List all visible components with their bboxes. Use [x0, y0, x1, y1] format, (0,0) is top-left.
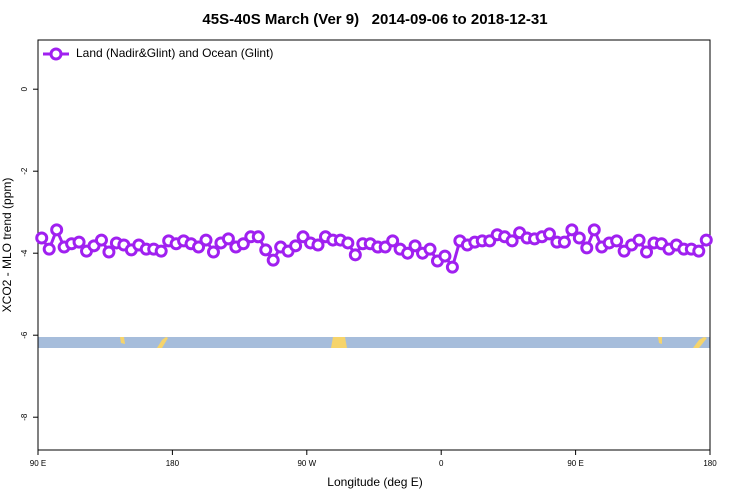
point — [423, 242, 437, 256]
x-axis-label: Longitude (deg E) — [327, 475, 422, 489]
point — [692, 244, 706, 258]
point — [94, 233, 108, 247]
point — [259, 243, 273, 257]
x-tick-label: 90 E — [30, 459, 46, 468]
y-axis-label: XCO2 - MLO trend (ppm) — [0, 178, 14, 313]
point — [102, 245, 116, 259]
ocean-band — [38, 337, 710, 348]
point — [438, 249, 452, 263]
point — [505, 234, 519, 248]
x-tick-label: 90 W — [297, 459, 316, 468]
x-tick-label: 180 — [703, 459, 717, 468]
point — [199, 233, 213, 247]
point — [251, 230, 265, 244]
land — [120, 337, 125, 344]
point — [580, 241, 594, 255]
point — [72, 235, 86, 249]
point — [206, 245, 220, 259]
point — [565, 223, 579, 237]
legend-label: Land (Nadir&Glint) and Ocean (Glint) — [76, 46, 273, 60]
land — [693, 337, 707, 348]
point — [699, 233, 713, 247]
point — [221, 232, 235, 246]
y-tick-label: 0 — [20, 86, 29, 91]
y-tick-label: -2 — [20, 167, 29, 175]
chart-title: 45S-40S March (Ver 9) 2014-09-06 to 2018… — [202, 11, 547, 28]
point — [386, 234, 400, 248]
x-tick-label: 180 — [166, 459, 180, 468]
x-tick-label: 90 E — [567, 459, 583, 468]
point — [192, 240, 206, 254]
legend-marker — [49, 47, 63, 61]
map-strip — [38, 337, 710, 348]
y-tick-label: -6 — [20, 331, 29, 339]
point — [610, 234, 624, 248]
point — [632, 233, 646, 247]
point — [341, 236, 355, 250]
point — [50, 223, 64, 237]
point — [401, 246, 415, 260]
point — [42, 242, 56, 256]
point — [542, 227, 556, 241]
point — [35, 231, 49, 245]
y-tick-label: -8 — [20, 413, 29, 421]
point — [266, 253, 280, 267]
x-tick-label: 0 — [439, 459, 444, 468]
point — [445, 260, 459, 274]
point — [640, 245, 654, 259]
point — [587, 223, 601, 237]
legend: Land (Nadir&Glint) and Ocean (Glint) — [43, 46, 273, 61]
point — [311, 238, 325, 252]
point — [348, 248, 362, 262]
land — [658, 337, 662, 344]
point — [236, 237, 250, 251]
y-tick-label: -4 — [20, 249, 29, 257]
point — [154, 244, 168, 258]
point — [289, 239, 303, 253]
point — [572, 231, 586, 245]
land — [157, 337, 168, 348]
point — [557, 235, 571, 249]
point — [408, 239, 422, 253]
land — [331, 337, 347, 348]
